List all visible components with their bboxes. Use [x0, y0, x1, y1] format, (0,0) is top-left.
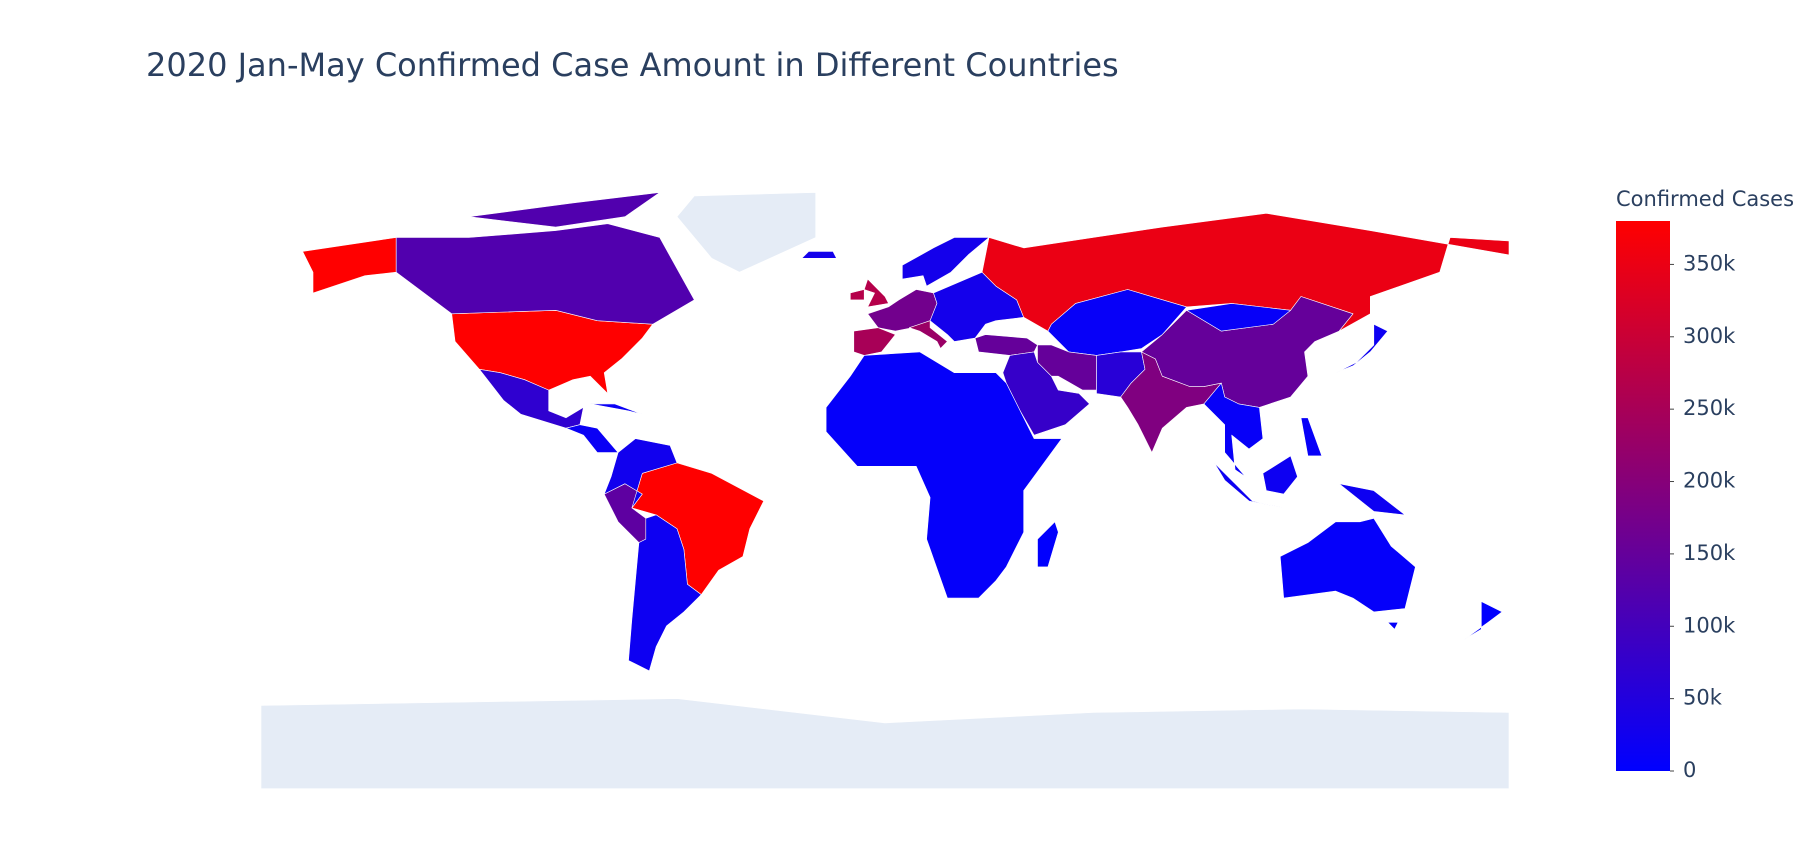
- region: [1463, 601, 1503, 640]
- region: [850, 278, 889, 308]
- colorbar-tick-label: 250k: [1683, 396, 1736, 420]
- region: [260, 698, 1510, 789]
- chart-title: 2020 Jan-May Confirmed Case Amount in Di…: [146, 46, 1119, 84]
- map: [260, 192, 1510, 789]
- region: [1335, 323, 1388, 373]
- region: [1279, 518, 1416, 630]
- colorbar: [1616, 221, 1670, 771]
- region: [628, 514, 702, 672]
- colorbar-tick-label: 0: [1683, 758, 1696, 782]
- region: [853, 327, 896, 356]
- region: [909, 320, 948, 349]
- colorbar-tick-label: 200k: [1683, 469, 1736, 493]
- region: [1037, 521, 1059, 568]
- colorbar-tick-label: 300k: [1683, 324, 1736, 348]
- colorbar-tick-label: 100k: [1683, 613, 1736, 637]
- region: [1203, 382, 1323, 477]
- region: [1047, 289, 1187, 356]
- region: [676, 192, 816, 273]
- region: [395, 192, 695, 325]
- region: [974, 334, 1038, 356]
- region: [603, 438, 678, 509]
- colorbar-tick-label: 50k: [1683, 686, 1723, 710]
- colorbar-tick-label: 150k: [1683, 541, 1736, 565]
- region: [1186, 303, 1291, 332]
- region: [825, 351, 1063, 599]
- region: [1214, 455, 1406, 516]
- region: [479, 369, 584, 429]
- region: [801, 237, 990, 287]
- colorbar-tick-label: 350k: [1683, 251, 1736, 275]
- colorbar-title: Confirmed Cases: [1616, 187, 1794, 211]
